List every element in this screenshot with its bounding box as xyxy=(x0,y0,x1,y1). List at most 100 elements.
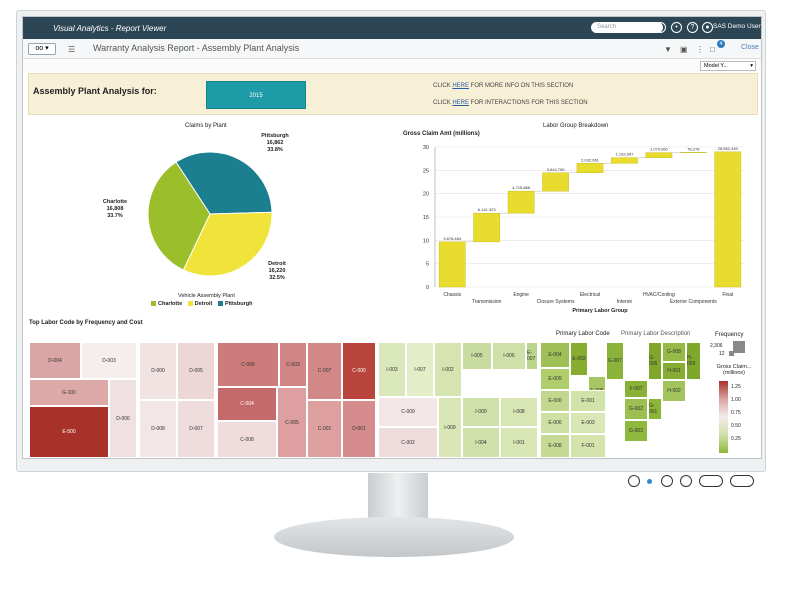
pie-chart[interactable] xyxy=(143,147,278,282)
data-label: 1,079,060 xyxy=(650,147,669,152)
comments-icon[interactable]: □ xyxy=(710,45,715,54)
treemap-cell[interactable]: D-001 xyxy=(342,400,376,458)
monitor-control-button xyxy=(680,475,692,487)
waterfall-bar[interactable] xyxy=(714,151,742,288)
treemap-cell[interactable]: I-008 xyxy=(500,397,538,427)
cost-color-scale xyxy=(719,381,728,453)
search-input[interactable]: Search xyxy=(591,22,663,33)
pie-legend: Charlotte Detroit Pittsburgh xyxy=(147,301,252,307)
treemap-cell[interactable]: C-008 xyxy=(217,421,277,458)
treemap-cell[interactable]: H-001 xyxy=(662,362,686,380)
monitor-control-button xyxy=(661,475,673,487)
treemap-cell[interactable]: D-000 xyxy=(139,342,177,400)
treemap-cell[interactable]: E-002 xyxy=(570,342,588,376)
menu-label: oo xyxy=(35,45,44,52)
pie-slice-charlotte[interactable] xyxy=(147,161,211,271)
treemap-cell[interactable]: G-100 xyxy=(29,379,109,406)
menu-button[interactable]: oo ▾ xyxy=(28,43,56,55)
treemap-cell[interactable]: I-006 xyxy=(492,342,526,370)
treemap-cell[interactable]: D-008 xyxy=(139,400,177,458)
treemap-cell[interactable]: C-009 xyxy=(378,397,438,427)
panel-icon[interactable]: ▣ xyxy=(680,45,688,54)
treemap-cell[interactable]: I-007 xyxy=(406,342,434,397)
user-icon[interactable]: ● xyxy=(702,22,713,33)
treemap-cell[interactable]: E-004 xyxy=(540,342,570,368)
treemap-cell[interactable]: G-003 xyxy=(624,420,648,442)
waterfall-bar[interactable] xyxy=(576,163,604,174)
treemap-cell[interactable]: D-005 xyxy=(177,342,215,400)
treemap-cell[interactable]: E-007 xyxy=(526,342,538,370)
treemap-cell[interactable]: G-001 xyxy=(648,398,662,420)
interactions-here-link[interactable]: HERE xyxy=(452,100,470,106)
banner-heading: Assembly Plant Analysis for: xyxy=(33,86,157,96)
treemap-cell[interactable]: E-000 xyxy=(540,390,570,412)
treemap-cell[interactable]: F-001 xyxy=(570,434,606,458)
filter-icon[interactable]: ▼ xyxy=(664,45,672,54)
cost-legend-title: Gross Claim... (millions) xyxy=(716,364,752,376)
treemap-cell[interactable]: C-006 xyxy=(217,342,279,387)
pie-label-value: 16,220 xyxy=(268,268,286,274)
user-name[interactable]: SAS Demo User xyxy=(713,23,761,30)
help-icon[interactable]: ? xyxy=(687,22,698,33)
waterfall-bar[interactable] xyxy=(611,157,638,164)
app-title: Visual Analytics - Report Viewer xyxy=(53,23,167,33)
power-button xyxy=(628,475,640,487)
data-label: 1,192,947 xyxy=(616,152,635,157)
treemap-cell[interactable]: E-008 xyxy=(540,434,570,458)
more-icon[interactable]: ⋮ xyxy=(696,45,704,54)
model-dropdown[interactable]: Model Y... ▾ xyxy=(700,61,756,71)
treemap-cell[interactable]: G-005 xyxy=(648,342,662,380)
frequency-label: Frequency xyxy=(715,332,744,338)
waterfall-bar[interactable] xyxy=(438,241,466,288)
close-link[interactable]: Close xyxy=(741,44,759,51)
treemap-cell[interactable]: C-005 xyxy=(277,387,307,458)
chevron-down-icon: ▾ xyxy=(750,63,753,69)
treemap-cell[interactable]: C-002 xyxy=(378,427,438,458)
treemap-cell[interactable]: D-007 xyxy=(177,400,215,458)
waterfall-bar[interactable] xyxy=(542,172,569,192)
treemap-cell[interactable]: E-009 xyxy=(540,368,570,390)
treemap-cell[interactable]: D-004 xyxy=(29,342,81,379)
treemap-cell[interactable]: D-003 xyxy=(81,342,137,379)
treemap-cell[interactable]: G-002 xyxy=(624,398,648,420)
treemap-cell[interactable]: C-003 xyxy=(279,342,307,387)
search-icon[interactable]: ⚲ xyxy=(655,22,666,33)
treemap-cell[interactable]: C-004 xyxy=(217,387,277,421)
pie-title: Claims by Plant xyxy=(185,123,227,129)
waterfall-bar[interactable] xyxy=(507,190,535,214)
treemap-cell[interactable]: I-000 xyxy=(462,397,500,427)
frequency-max: 2,306 xyxy=(710,343,723,349)
treemap-cell[interactable]: C-001 xyxy=(307,400,342,458)
treemap-cell[interactable]: E-003 xyxy=(570,412,606,434)
treemap-cell[interactable]: D-006 xyxy=(109,379,137,458)
treemap-cell[interactable]: E-001 xyxy=(570,390,606,412)
treemap-cell[interactable]: C-000 xyxy=(342,342,376,400)
category-label: Final xyxy=(722,292,733,298)
treemap-cell[interactable]: I-005 xyxy=(462,342,492,370)
treemap-cell[interactable]: E-006 xyxy=(540,412,570,434)
info-here-link[interactable]: HERE xyxy=(452,83,470,89)
treemap-cell[interactable]: H-002 xyxy=(662,380,686,402)
treemap-cell[interactable]: I-001 xyxy=(500,427,538,458)
list-icon[interactable]: ☰ xyxy=(68,45,76,54)
treemap-cell[interactable]: C-007 xyxy=(307,342,342,400)
treemap-cell[interactable]: G-008 xyxy=(662,342,686,362)
pie-label-pittsburgh: Pittsburgh 16,862 33.8% xyxy=(255,133,295,154)
treemap-cell[interactable]: G-007 xyxy=(606,342,624,380)
treemap-cell[interactable]: F-007 xyxy=(624,380,648,398)
treemap-cell[interactable]: I-003 xyxy=(378,342,406,397)
waterfall-bar[interactable] xyxy=(645,152,673,158)
treemap-cell[interactable]: H-003 xyxy=(686,342,701,380)
pie-slice-detroit[interactable] xyxy=(182,211,273,277)
year-button[interactable]: 2015 xyxy=(206,81,306,109)
bell-icon[interactable]: • xyxy=(671,22,682,33)
treemap-cell[interactable]: I-009 xyxy=(438,397,462,458)
treemap-cell[interactable]: I-004 xyxy=(462,427,500,458)
treemap[interactable]: D-004 D-003 G-100 E-500 D-006 D-000 D-005 D-008… xyxy=(29,342,701,458)
treemap-cell[interactable]: E-500 xyxy=(29,406,109,458)
treemap-cell[interactable]: I-002 xyxy=(434,342,462,397)
waterfall-bar[interactable] xyxy=(473,212,501,243)
category-label: Interior xyxy=(617,299,633,305)
legend-item-pittsburgh: Pittsburgh xyxy=(224,301,253,307)
waterfall-chart[interactable]: 0 5 10 15 20 25 30 9,678,484 Chassis 6,141,323 Tra… xyxy=(393,135,758,313)
